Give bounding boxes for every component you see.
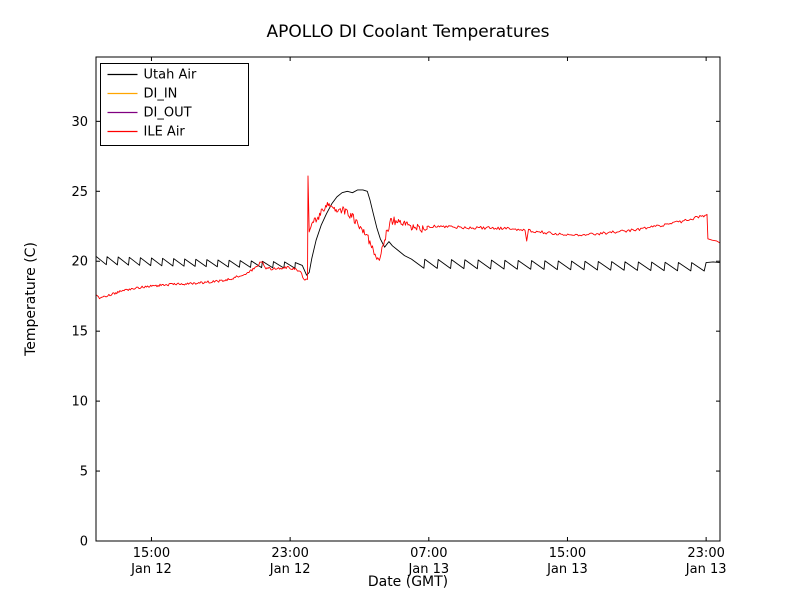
x-tick-label-date: Jan 13 xyxy=(407,562,449,577)
x-tick-label-time: 23:00 xyxy=(271,546,308,561)
x-axis-label: Date (GMT) xyxy=(368,574,448,590)
y-axis-label: Temperature (C) xyxy=(23,242,39,357)
y-tick-label: 20 xyxy=(71,255,88,270)
y-tick-label: 0 xyxy=(80,535,88,550)
legend-label-di-out: DI_OUT xyxy=(144,106,192,121)
legend-label-ile-air: ILE Air xyxy=(144,125,186,140)
x-tick-label-time: 15:00 xyxy=(549,546,586,561)
legend-label-utah-air: Utah Air xyxy=(144,68,197,83)
x-tick-label-time: 23:00 xyxy=(687,546,724,561)
x-tick-label-time: 07:00 xyxy=(410,546,447,561)
x-tick-label-date: Jan 13 xyxy=(685,562,727,577)
series-line-ile-air xyxy=(95,175,721,300)
y-tick-label: 25 xyxy=(71,185,88,200)
chart-title: APOLLO DI Coolant Temperatures xyxy=(266,22,549,42)
y-tick-label: 10 xyxy=(71,395,88,410)
axes-border xyxy=(95,56,721,542)
series-layer xyxy=(95,175,721,300)
series-line-utah-air xyxy=(95,189,721,276)
x-tick-label-date: Jan 13 xyxy=(546,562,588,577)
y-tick-label: 30 xyxy=(71,115,88,130)
x-tick-label-date: Jan 12 xyxy=(130,562,172,577)
y-tick-label: 5 xyxy=(80,465,88,480)
y-tick-label: 15 xyxy=(71,325,88,340)
x-tick-label-date: Jan 12 xyxy=(269,562,311,577)
x-tick-label-time: 15:00 xyxy=(133,546,170,561)
legend-layer: Utah Air DI_IN DI_OUT ILE Air xyxy=(100,63,249,146)
legend-label-di-in: DI_IN xyxy=(144,87,178,102)
